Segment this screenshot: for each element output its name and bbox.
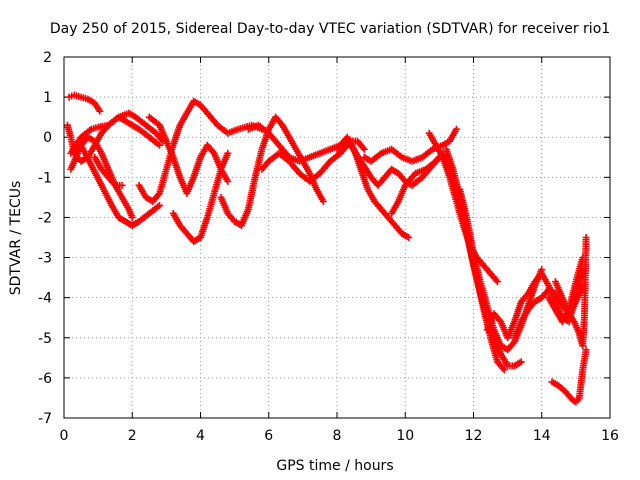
data-series bbox=[388, 149, 508, 374]
data-point bbox=[405, 234, 413, 241]
data-point bbox=[224, 149, 232, 157]
x-tick-label: 8 bbox=[333, 428, 342, 444]
x-axis-label: GPS time / hours bbox=[276, 458, 393, 474]
data-series bbox=[169, 149, 232, 246]
data-point bbox=[128, 213, 136, 221]
x-tick-label: 2 bbox=[128, 428, 137, 444]
data-point bbox=[517, 358, 525, 366]
data-series bbox=[217, 113, 327, 229]
y-tick-label: -3 bbox=[38, 251, 52, 267]
y-tick-label: -4 bbox=[38, 291, 52, 307]
y-tick-label: -7 bbox=[38, 411, 52, 427]
data-point bbox=[500, 366, 508, 374]
x-tick-label: 10 bbox=[396, 428, 414, 444]
data-point bbox=[96, 107, 104, 115]
y-tick-label: 0 bbox=[43, 130, 52, 146]
y-tick-label: 1 bbox=[43, 90, 52, 106]
y-tick-label: -1 bbox=[38, 170, 52, 186]
data-series bbox=[91, 153, 126, 189]
plot-frame bbox=[63, 56, 611, 419]
grid bbox=[64, 57, 610, 418]
data-point bbox=[319, 197, 327, 205]
data-series bbox=[67, 109, 167, 157]
data-series bbox=[548, 346, 590, 406]
data-series bbox=[360, 125, 460, 165]
x-tick-label: 0 bbox=[60, 428, 69, 444]
data-series bbox=[551, 234, 590, 350]
x-tick-label: 4 bbox=[196, 428, 205, 444]
y-tick-label: -2 bbox=[38, 210, 52, 226]
data-point bbox=[360, 145, 368, 153]
data-point bbox=[156, 141, 164, 149]
data-point bbox=[493, 278, 501, 286]
chart-title: Day 250 of 2015, Sidereal Day-to-day VTE… bbox=[50, 21, 610, 37]
data-series bbox=[77, 141, 164, 229]
x-tick-label: 16 bbox=[601, 428, 619, 444]
x-tick-label: 14 bbox=[533, 428, 551, 444]
data-point bbox=[118, 181, 126, 189]
y-tick-label: 2 bbox=[43, 50, 52, 66]
x-tick-label: 6 bbox=[264, 428, 273, 444]
y-axis-label: SDTVAR / TECUs bbox=[8, 181, 24, 296]
x-tick-label: 12 bbox=[465, 428, 483, 444]
data-series bbox=[67, 133, 136, 221]
data-point bbox=[452, 125, 460, 133]
y-tick-label: -6 bbox=[38, 371, 52, 387]
data-series bbox=[145, 113, 232, 197]
data-points bbox=[63, 91, 590, 406]
y-tick-label: -5 bbox=[38, 331, 52, 347]
data-series bbox=[65, 91, 104, 115]
data-point bbox=[224, 177, 232, 185]
data-point bbox=[156, 201, 164, 209]
data-point bbox=[582, 234, 590, 241]
data-point bbox=[582, 346, 590, 354]
